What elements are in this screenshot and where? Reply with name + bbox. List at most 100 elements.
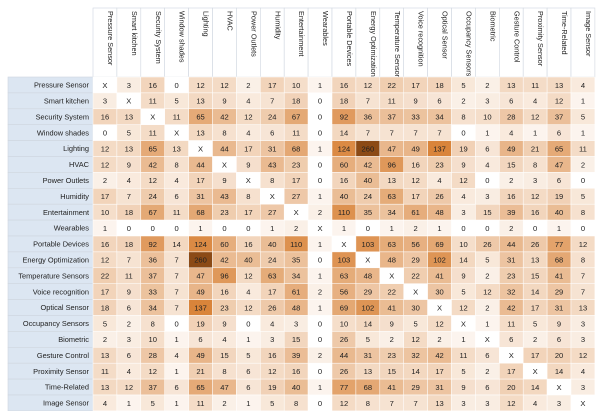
cell-value: 4 [246, 128, 250, 137]
cell-value: 41 [388, 383, 396, 392]
cell-value: 13 [531, 256, 539, 265]
cell-value: 40 [292, 383, 300, 392]
row-label: Temperature Sensors [18, 271, 89, 280]
cell-value: 2 [485, 272, 489, 281]
row-label: Wearables [54, 224, 89, 233]
column-label: Window shades [178, 11, 187, 63]
cell-value: 7 [270, 97, 274, 106]
cell-value: 2 [294, 224, 298, 233]
cell-value: 4 [581, 367, 585, 376]
cell-value: 0 [175, 81, 179, 90]
cell-value: 7 [437, 128, 441, 137]
column-label: Portable Devices [345, 11, 354, 67]
cell-value: 14 [172, 240, 180, 249]
cell-value: 34 [388, 208, 396, 217]
cell-value: 12 [101, 160, 109, 169]
cell-value: 7 [175, 303, 179, 312]
cell-value: 0 [581, 176, 585, 185]
cell-value: 0 [366, 224, 370, 233]
cell-value: 16 [531, 208, 539, 217]
cell-value: 23 [220, 208, 228, 217]
cell-value: 5 [461, 367, 465, 376]
cell-value: 10 [149, 335, 157, 344]
cell-value: 56 [340, 287, 348, 296]
diagonal-mark: X [580, 399, 585, 408]
cell-value: 12 [531, 192, 539, 201]
cell-value: 7 [175, 272, 179, 281]
cell-value: 2 [437, 335, 441, 344]
cell-value: 6 [509, 97, 513, 106]
cell-value: 9 [557, 319, 561, 328]
cell-value: 1 [318, 192, 322, 201]
cell-value: 26 [340, 335, 348, 344]
cell-value: 0 [318, 367, 322, 376]
cell-value: 23 [292, 160, 300, 169]
cell-value: 9 [222, 176, 226, 185]
cell-value: 11 [125, 272, 133, 281]
cell-value: 22 [388, 287, 396, 296]
cell-value: 260 [194, 256, 207, 265]
cell-value: 0 [222, 224, 226, 233]
cell-value: 2 [318, 208, 322, 217]
cell-value: 0 [103, 128, 107, 137]
cell-value: 30 [411, 303, 419, 312]
cell-value: 0 [151, 224, 155, 233]
row-label: Voice recognition [33, 287, 89, 296]
column-label: Voice recognition [417, 11, 426, 67]
cell-value: 1 [485, 128, 489, 137]
cell-value: 102 [362, 303, 375, 312]
column-label: Gesture Control [512, 11, 521, 63]
cell-value: 39 [292, 351, 300, 360]
cell-value: 10 [340, 319, 348, 328]
cell-value: 8 [270, 176, 274, 185]
cell-value: 10 [292, 81, 300, 90]
cell-value: 42 [220, 256, 228, 265]
cell-value: 0 [318, 335, 322, 344]
cell-value: 1 [175, 399, 179, 408]
cell-value: 5 [533, 319, 537, 328]
column-label: Image Sensor [584, 11, 593, 57]
cell-value: 12 [459, 176, 467, 185]
cell-value: 3 [485, 192, 489, 201]
cell-value: 67 [149, 208, 157, 217]
cell-value: 3 [461, 208, 465, 217]
cell-value: 63 [340, 272, 348, 281]
cell-value: 19 [555, 192, 563, 201]
cell-value: 8 [222, 128, 226, 137]
cell-value: 6 [437, 97, 441, 106]
diagonal-mark: X [102, 81, 107, 90]
cell-value: 2 [485, 367, 489, 376]
cell-value: 17 [435, 367, 443, 376]
cell-value: 1 [533, 128, 537, 137]
diagonal-mark: X [222, 160, 227, 169]
cell-value: 1 [198, 224, 202, 233]
cell-value: 1 [461, 335, 465, 344]
cell-value: 11 [388, 97, 396, 106]
cell-value: 42 [364, 160, 372, 169]
cell-value: 12 [244, 272, 252, 281]
cell-value: 4 [246, 97, 250, 106]
cell-value: 4 [246, 287, 250, 296]
cell-value: 4 [533, 399, 537, 408]
cell-value: 9 [222, 97, 226, 106]
cell-value: 9 [461, 160, 465, 169]
cell-value: 9 [222, 319, 226, 328]
cell-value: 1 [246, 399, 250, 408]
cell-value: 11 [197, 399, 205, 408]
row-label: Entertainment [43, 208, 89, 217]
cell-value: 4 [509, 128, 513, 137]
cell-value: 11 [531, 81, 539, 90]
cell-value: 8 [461, 113, 465, 122]
cell-value: 7 [390, 399, 394, 408]
row-label: Power Outlets [43, 176, 90, 185]
cell-value: 13 [196, 97, 204, 106]
column-label: Power Outlets [249, 11, 258, 57]
diagonal-mark: X [509, 351, 514, 360]
cell-value: 13 [364, 367, 372, 376]
cell-value: 7 [366, 128, 370, 137]
cell-value: 23 [220, 303, 228, 312]
row-headers: Pressure Sensor Smart kitchen Security Sys… [7, 76, 94, 411]
cell-value: 65 [196, 383, 204, 392]
cell-value: 12 [244, 113, 252, 122]
cell-value: 12 [579, 351, 587, 360]
